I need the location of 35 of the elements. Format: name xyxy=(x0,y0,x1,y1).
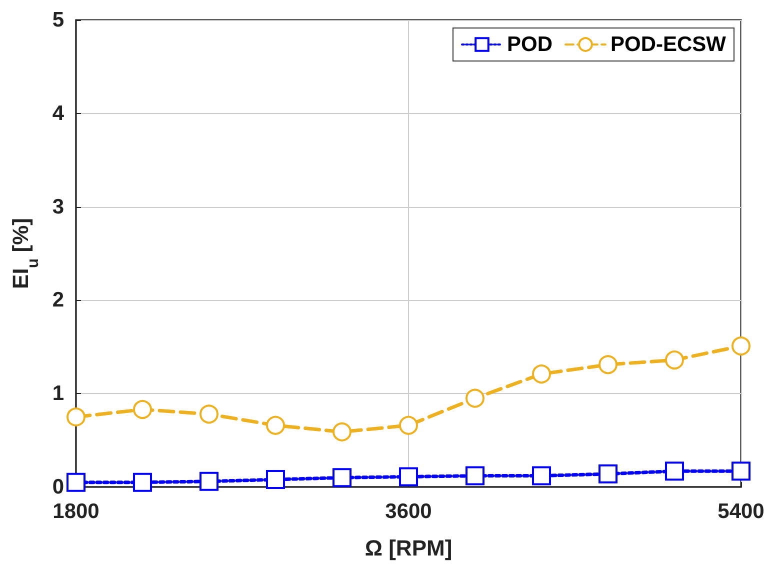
point xyxy=(66,407,86,426)
y-tick-label: 5 xyxy=(52,8,64,32)
point xyxy=(665,462,684,481)
point xyxy=(532,364,551,384)
point xyxy=(399,467,418,486)
point xyxy=(200,472,218,491)
point xyxy=(266,416,285,435)
x-tick-label: 1800 xyxy=(52,500,100,523)
y-axis-title: EIu [%] xyxy=(8,218,42,289)
y-tick-label: 4 xyxy=(52,102,64,125)
legend-label: POD-ECSW xyxy=(610,33,726,56)
y-tick-label: 2 xyxy=(52,288,64,312)
point xyxy=(133,400,152,419)
legend-label: POD xyxy=(506,33,553,56)
point xyxy=(598,355,618,374)
x-tick-label: 5400 xyxy=(718,500,764,523)
point xyxy=(466,466,484,486)
point xyxy=(598,464,618,484)
y-tick-label: 1 xyxy=(52,382,64,406)
point xyxy=(732,462,750,481)
x-tick-label: 3600 xyxy=(385,500,432,523)
point xyxy=(266,470,285,490)
point xyxy=(200,404,218,424)
point xyxy=(133,472,152,492)
x-axis-title: Ω [RPM] xyxy=(364,536,452,560)
point xyxy=(665,350,684,370)
point xyxy=(466,388,484,408)
y-tick-label: 0 xyxy=(52,476,64,498)
point xyxy=(732,336,750,356)
y-tick-label: 3 xyxy=(52,195,64,218)
point xyxy=(532,466,551,486)
point xyxy=(399,416,418,435)
point xyxy=(332,468,352,488)
point xyxy=(332,422,352,442)
point xyxy=(66,472,86,492)
